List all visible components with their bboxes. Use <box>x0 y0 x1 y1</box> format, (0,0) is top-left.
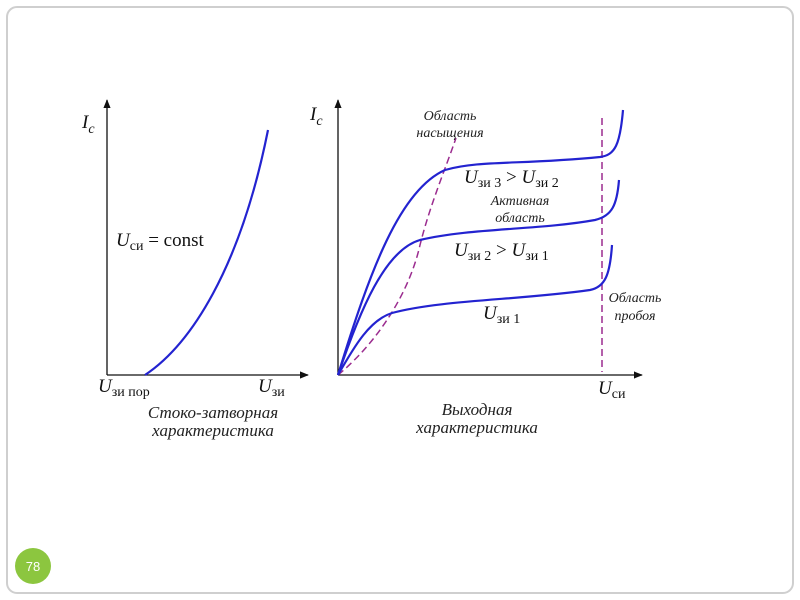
region-label: область <box>495 211 544 226</box>
y-axis-label: Iс <box>309 104 323 129</box>
left-graph: Iс Uси = const Uзи пор Uзи Стоко-затворн… <box>81 99 309 440</box>
slide-frame <box>6 6 794 594</box>
caption-line: характеристика <box>415 418 538 437</box>
transfer-curve <box>144 129 270 376</box>
region-label: Область <box>609 291 662 306</box>
region-label: пробоя <box>615 309 656 324</box>
caption-line: характеристика <box>151 421 274 440</box>
curve-label: Uзи 1 <box>483 303 520 327</box>
region-label: Активная <box>490 194 550 209</box>
output-curve <box>336 179 621 376</box>
slide-number: 78 <box>26 559 40 574</box>
caption-line: Стоко-затворная <box>148 403 278 422</box>
x-axis-label: Uзи <box>258 376 285 400</box>
region-label: Область <box>424 109 477 124</box>
right-graph: Iс Область насыщения Uзи 3 > Uзи 2 Актив… <box>309 99 662 437</box>
curve-label: Uзи 3 > Uзи 2 <box>464 167 559 191</box>
curve-label: Uзи 2 > Uзи 1 <box>454 240 549 264</box>
region-label: насыщения <box>416 126 483 141</box>
x-axis-label: Uси <box>598 378 626 402</box>
output-curve <box>336 109 625 376</box>
y-axis-label: Iс <box>81 112 95 137</box>
slide-number-badge <box>15 548 51 584</box>
caption-line: Выходная <box>442 400 513 419</box>
threshold-label: Uзи пор <box>98 376 150 400</box>
condition-label: Uси = const <box>116 230 204 254</box>
output-curve <box>337 244 614 376</box>
